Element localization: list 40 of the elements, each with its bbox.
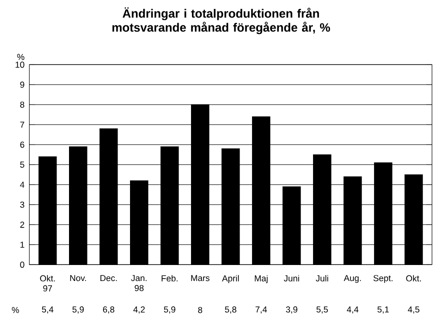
x-tick-label: Okt.: [406, 275, 421, 282]
data-label: 5,1: [378, 306, 389, 314]
data-label: 4,4: [346, 306, 358, 314]
x-tick-label: Sept.: [373, 275, 393, 283]
y-tick-label: 6: [20, 142, 24, 148]
data-label: 5,9: [164, 306, 176, 314]
data-label: 5,8: [225, 306, 236, 314]
y-axis-title: %: [17, 54, 24, 60]
data-label: 3,9: [286, 306, 298, 314]
x-tick-label: Aug.: [344, 275, 361, 283]
x-tick-label: Dec.: [100, 275, 117, 282]
y-tick-label: 7: [20, 122, 24, 128]
x-tick-label: Jan. 98: [131, 275, 147, 292]
y-tick-label: 3: [20, 202, 24, 208]
x-tick-label: Maj: [254, 275, 268, 284]
x-tick-label: Nov.: [70, 275, 86, 282]
x-tick-label: April: [222, 275, 239, 284]
y-tick-label: 1: [20, 242, 24, 248]
data-label: 5,9: [72, 306, 84, 314]
data-label: 7,4: [256, 306, 267, 314]
data-label: 6,8: [103, 306, 114, 314]
x-tick-label: Juli: [316, 275, 328, 282]
y-tick-label: 9: [20, 82, 24, 88]
text: %: [12, 306, 19, 314]
data-label: 8: [198, 306, 202, 314]
data-label: 4,5: [408, 306, 420, 314]
y-tick-label: 2: [20, 222, 24, 228]
x-tick-label: Mars: [191, 275, 210, 282]
y-tick-label: 0: [20, 262, 24, 268]
x-tick-label: Okt. 97: [40, 275, 55, 292]
data-label: 5,5: [316, 306, 328, 314]
data-label: 5,4: [42, 306, 54, 314]
x-tick-label: Feb.: [162, 275, 178, 282]
x-tick-label: Juni: [284, 275, 300, 282]
y-tick-label: 5: [20, 162, 24, 168]
chart-title: Ändringar i totalproduktionen från motsvarande månad föregående år, %: [112, 7, 330, 34]
y-tick-label: 8: [20, 102, 24, 108]
data-label: 4,2: [133, 306, 145, 314]
y-tick-label: 4: [20, 182, 24, 188]
y-tick-label: 10: [16, 62, 24, 68]
